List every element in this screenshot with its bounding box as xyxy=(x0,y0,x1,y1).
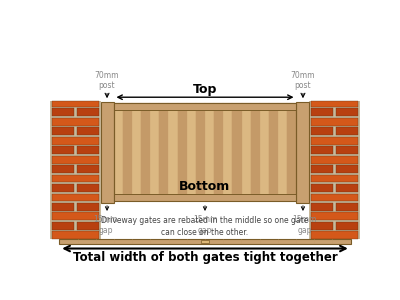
Bar xyxy=(76,222,99,230)
Bar xyxy=(336,146,358,154)
Text: 15mm
gap: 15mm gap xyxy=(93,215,118,235)
Bar xyxy=(52,146,74,154)
Bar xyxy=(114,103,296,201)
Bar xyxy=(336,203,358,211)
Text: 70mm
post: 70mm post xyxy=(291,71,315,90)
Bar xyxy=(311,118,358,126)
Bar xyxy=(52,212,99,220)
Bar xyxy=(278,103,287,201)
Bar xyxy=(114,103,296,110)
Bar xyxy=(187,103,196,201)
Text: Total width of both gates tight together: Total width of both gates tight together xyxy=(73,251,337,264)
Bar xyxy=(251,103,260,201)
Bar xyxy=(336,127,358,135)
Bar xyxy=(76,146,99,154)
Bar xyxy=(311,137,358,145)
Bar xyxy=(311,108,334,116)
Bar xyxy=(76,203,99,211)
Bar xyxy=(52,118,99,126)
Bar xyxy=(52,184,74,192)
Bar xyxy=(311,203,334,211)
Text: 15mm
gap: 15mm gap xyxy=(292,215,317,235)
Bar xyxy=(52,203,74,211)
Bar xyxy=(336,184,358,192)
Bar xyxy=(311,101,358,107)
Bar xyxy=(336,108,358,116)
Bar xyxy=(311,175,358,182)
Bar xyxy=(52,194,99,201)
Bar xyxy=(52,165,74,173)
Bar xyxy=(76,108,99,116)
Text: Bottom: Bottom xyxy=(179,180,231,193)
Bar xyxy=(150,103,159,201)
Bar xyxy=(287,103,296,201)
Bar xyxy=(100,102,114,203)
Bar xyxy=(311,231,358,239)
Bar xyxy=(76,165,99,173)
Bar xyxy=(114,103,123,201)
Bar xyxy=(50,101,100,239)
Bar xyxy=(52,222,74,230)
Bar xyxy=(311,212,358,220)
Bar xyxy=(242,103,251,201)
Bar xyxy=(159,103,168,201)
Text: Top: Top xyxy=(193,83,217,96)
Bar xyxy=(311,127,334,135)
Bar xyxy=(52,231,99,239)
Bar xyxy=(76,127,99,135)
Text: 15mm
gap: 15mm gap xyxy=(193,215,217,235)
Bar xyxy=(269,103,278,201)
Bar xyxy=(223,103,232,201)
Bar xyxy=(123,103,132,201)
Bar xyxy=(168,103,178,201)
Bar xyxy=(336,165,358,173)
Bar xyxy=(232,103,242,201)
Bar xyxy=(141,103,150,201)
Bar xyxy=(311,222,334,230)
Bar xyxy=(311,184,334,192)
Bar xyxy=(114,194,296,201)
Bar xyxy=(52,108,74,116)
Bar xyxy=(52,137,99,145)
Bar xyxy=(114,103,296,201)
Bar xyxy=(52,156,99,164)
Bar xyxy=(311,165,334,173)
Bar xyxy=(205,103,214,201)
Bar xyxy=(52,175,99,182)
Bar xyxy=(296,102,310,203)
Bar xyxy=(311,146,334,154)
Bar xyxy=(311,194,358,201)
Bar xyxy=(59,239,351,244)
Bar xyxy=(311,156,358,164)
Bar xyxy=(214,103,223,201)
Bar xyxy=(201,240,209,243)
Bar xyxy=(260,103,269,201)
Text: Driveway gates are rebated in the middle so one gate
can close on the other.: Driveway gates are rebated in the middle… xyxy=(101,216,309,236)
Bar xyxy=(52,127,74,135)
Bar xyxy=(336,222,358,230)
Bar xyxy=(76,184,99,192)
Bar xyxy=(52,101,99,107)
Bar xyxy=(178,103,187,201)
Bar xyxy=(310,101,360,239)
Bar xyxy=(196,103,205,201)
Bar xyxy=(132,103,141,201)
Text: 70mm
post: 70mm post xyxy=(95,71,119,90)
